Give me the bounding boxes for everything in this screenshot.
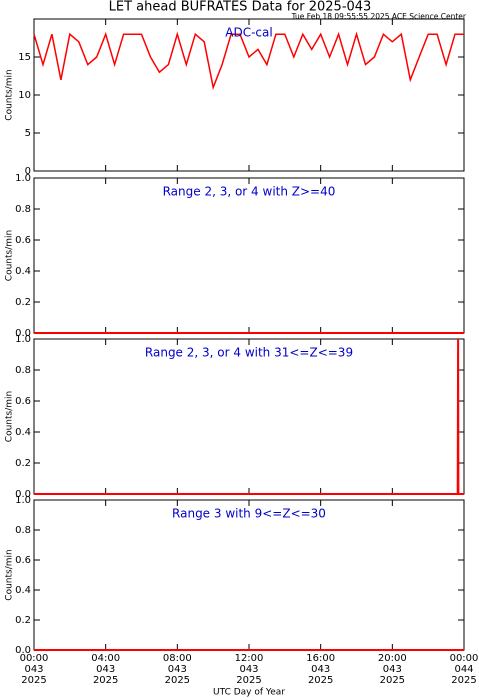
- x-tick-day: 043: [96, 664, 115, 675]
- x-tick-day: 043: [311, 664, 330, 675]
- y-tick-label: 0.4: [15, 266, 31, 277]
- panel-annotation: Range 2, 3, or 4 with 31<=Z<=39: [145, 346, 353, 360]
- y-tick-label: 0.4: [15, 585, 31, 596]
- x-tick-label: 08:00: [163, 653, 192, 664]
- x-tick-label: 00:00: [450, 653, 479, 664]
- x-tick-year: 2025: [236, 675, 261, 686]
- x-tick-year: 2025: [451, 675, 476, 686]
- y-tick-label: 0.2: [15, 458, 31, 469]
- chart-title: LET ahead BUFRATES Data for 2025-043: [109, 0, 372, 15]
- y-axis-label: Counts/min: [5, 391, 15, 442]
- x-tick-day: 043: [168, 664, 187, 675]
- y-tick-label: 1.0: [15, 495, 31, 506]
- chart-subtitle: Tue Feb 18 09:55:55 2025 ACE Science Cen…: [291, 12, 467, 21]
- y-tick-label: 0.6: [15, 396, 31, 407]
- x-tick-day: 043: [383, 664, 402, 675]
- y-tick-label: 0.0: [15, 645, 31, 656]
- y-tick-label: 0.2: [15, 615, 31, 626]
- y-tick-label: 1.0: [15, 334, 31, 345]
- x-tick-year: 2025: [93, 675, 118, 686]
- data-line: [33, 31, 464, 91]
- x-tick-year: 2025: [308, 675, 333, 686]
- y-tick-label: 0.6: [15, 235, 31, 246]
- y-tick-label: 0.2: [15, 297, 31, 308]
- y-tick-label: 0.8: [15, 525, 31, 536]
- x-tick-label: 16:00: [306, 653, 335, 664]
- y-tick-label: 0.8: [15, 204, 31, 215]
- y-tick-label: 1.0: [15, 173, 31, 184]
- x-tick-day: 044: [454, 664, 473, 675]
- y-tick-label: 0.8: [15, 365, 31, 376]
- y-axis-label: Counts/min: [5, 230, 15, 281]
- y-axis-label: Counts/min: [5, 549, 15, 600]
- x-tick-label: 00:00: [20, 653, 49, 664]
- y-tick-label: 10: [18, 90, 31, 101]
- x-tick-year: 2025: [380, 675, 405, 686]
- y-tick-label: 0.6: [15, 555, 31, 566]
- x-tick-label: 12:00: [235, 653, 264, 664]
- panel-annotation: Range 3 with 9<=Z<=30: [172, 507, 326, 521]
- y-tick-label: 0: [25, 166, 31, 177]
- y-tick-label: 0.0: [15, 328, 31, 339]
- y-tick-label: 0.4: [15, 427, 31, 438]
- y-axis-label: Counts/min: [5, 69, 15, 120]
- panel-annotation: Range 2, 3, or 4 with Z>=40: [163, 185, 336, 199]
- y-tick-label: 5: [25, 128, 31, 139]
- x-tick-year: 2025: [21, 675, 46, 686]
- panel-annotation: ADC-cal: [225, 26, 272, 40]
- x-axis-label: UTC Day of Year: [213, 688, 285, 698]
- y-tick-label: 15: [18, 52, 31, 63]
- x-tick-day: 043: [239, 664, 258, 675]
- x-tick-day: 043: [24, 664, 43, 675]
- data-line: [34, 338, 464, 495]
- x-tick-label: 20:00: [378, 653, 407, 664]
- x-tick-label: 04:00: [91, 653, 120, 664]
- x-tick-year: 2025: [165, 675, 190, 686]
- y-tick-label: 0.0: [15, 489, 31, 500]
